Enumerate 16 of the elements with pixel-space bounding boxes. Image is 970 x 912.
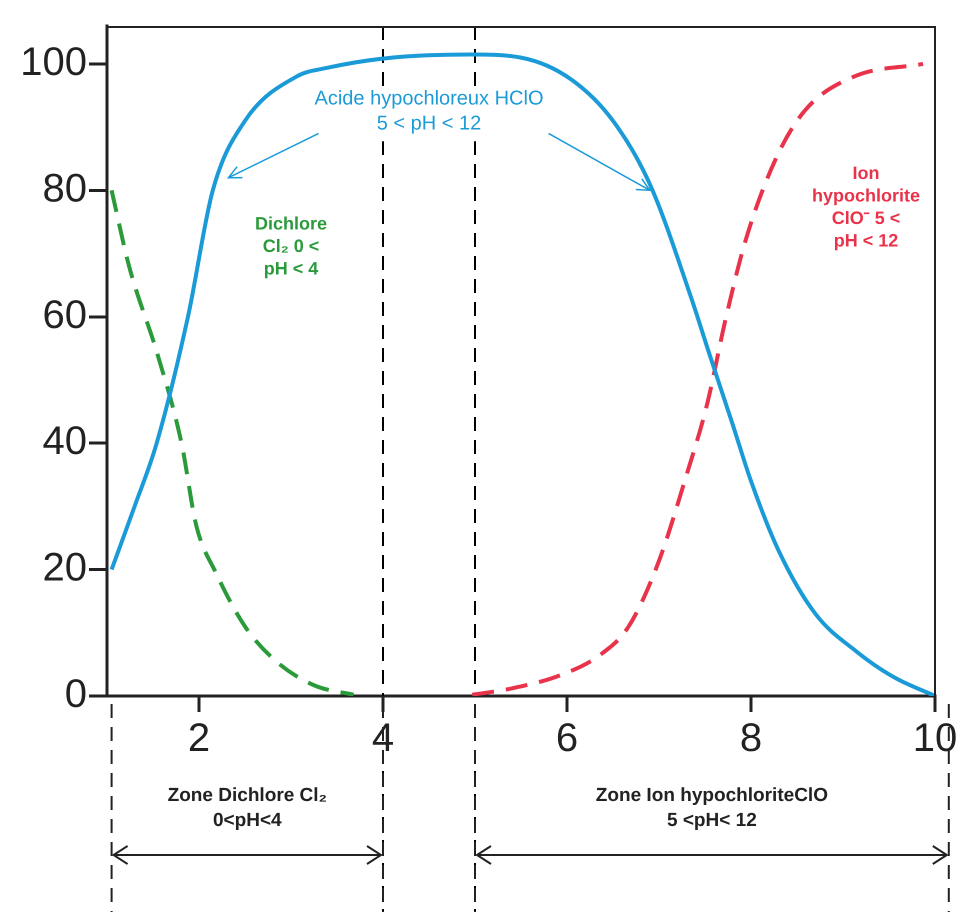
series-label: Ion hypochlorite ClO⁻ 5 < pH < 12 xyxy=(812,163,920,251)
x-tick-label: 2 xyxy=(188,716,210,760)
y-tick-label: 100 xyxy=(20,40,87,84)
series-label: Acide hypochloreux HClO 5 < pH < 12 xyxy=(314,88,544,135)
text: Zone Dichlore Cl₂ 0<pH<4 xyxy=(168,784,327,833)
y-tick-label: 0 xyxy=(64,672,87,716)
y-tick-label: 20 xyxy=(42,546,87,590)
text: Dichlore Cl₂ 0 < pH < 4 xyxy=(254,214,328,279)
x-tick-label: 10 xyxy=(912,716,958,760)
x-tick-label: 4 xyxy=(372,716,394,760)
y-tick-label: 60 xyxy=(42,292,87,337)
y-tick-label: 40 xyxy=(42,419,87,464)
text: Zone Ion hypochloriteClO 5 <pH< 12 xyxy=(596,784,828,833)
y-tick-label: 80 xyxy=(42,166,87,210)
x-tick-label: 8 xyxy=(740,716,762,760)
x-tick-label: 6 xyxy=(556,716,578,760)
